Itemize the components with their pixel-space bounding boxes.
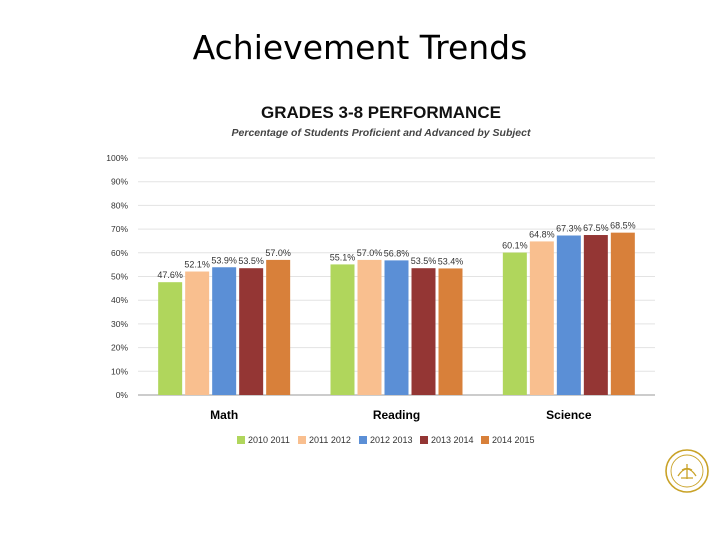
data-label: 68.5%	[610, 221, 636, 231]
data-label: 56.8%	[384, 248, 410, 258]
bar	[357, 259, 382, 395]
legend-label: 2014 2015	[492, 435, 535, 445]
legend-label: 2010 2011	[248, 435, 290, 445]
data-label: 53.5%	[411, 256, 437, 266]
x-axis: Math Reading Science	[210, 408, 592, 422]
legend-label: 2012 2013	[370, 435, 413, 445]
data-label: 64.8%	[529, 229, 555, 239]
bar	[529, 241, 554, 395]
bar	[384, 260, 409, 395]
category-label: Science	[546, 408, 592, 422]
bar	[502, 252, 527, 395]
chart-subtitle: Percentage of Students Proficient and Ad…	[232, 127, 531, 139]
chart-title: GRADES 3-8 PERFORMANCE	[261, 103, 501, 122]
y-tick-label: 40%	[111, 295, 128, 305]
bar	[212, 267, 237, 395]
y-tick-label: 20%	[111, 343, 128, 353]
legend-swatch	[481, 436, 489, 444]
bar	[583, 235, 608, 395]
bar	[266, 259, 291, 395]
legend-swatch	[298, 436, 306, 444]
bars	[158, 232, 635, 395]
y-tick-label: 70%	[111, 224, 128, 234]
legend-label: 2011 2012	[309, 435, 351, 445]
bar	[610, 232, 635, 395]
data-label: 52.1%	[184, 260, 210, 270]
legend: 2010 2011 2011 2012 2012 2013 2013 2014 2014…	[237, 435, 535, 445]
data-label: 67.3%	[556, 223, 582, 233]
y-tick-label: 80%	[111, 200, 128, 210]
legend-swatch	[359, 436, 367, 444]
slide-title: Achievement Trends	[192, 28, 528, 67]
data-label: 53.4%	[438, 256, 464, 266]
data-label: 47.6%	[157, 270, 183, 280]
y-tick-label: 100%	[106, 153, 128, 163]
data-label: 55.1%	[330, 252, 356, 262]
bar	[239, 268, 264, 395]
school-seal-icon	[665, 449, 709, 493]
bar	[330, 264, 355, 395]
bar	[185, 271, 210, 395]
category-label: Math	[210, 408, 238, 422]
data-label: 53.5%	[238, 256, 264, 266]
y-tick-label: 60%	[111, 248, 128, 258]
category-label: Reading	[373, 408, 420, 422]
data-label: 57.0%	[265, 248, 291, 258]
data-label: 53.9%	[211, 255, 237, 265]
y-tick-label: 50%	[111, 272, 128, 282]
y-tick-label: 10%	[111, 366, 128, 376]
data-label: 57.0%	[357, 248, 383, 258]
data-labels: 47.6%52.1% 53.9% 53.5%57.0% 55.1% 57.0% 56.8%…	[157, 221, 635, 281]
legend-swatch	[237, 436, 245, 444]
bar	[411, 268, 436, 395]
y-tick-label: 0%	[116, 390, 129, 400]
data-label: 60.1%	[502, 241, 528, 251]
bar	[158, 282, 183, 395]
legend-label: 2013 2014	[431, 435, 474, 445]
data-label: 67.5%	[583, 223, 609, 233]
y-tick-label: 90%	[111, 177, 128, 187]
legend-swatch	[420, 436, 428, 444]
bar	[438, 268, 463, 395]
y-axis: 0% 10% 20% 30% 40% 50% 60% 70% 80% 90% 100%	[106, 153, 128, 400]
y-tick-label: 30%	[111, 319, 128, 329]
bar	[556, 235, 581, 395]
